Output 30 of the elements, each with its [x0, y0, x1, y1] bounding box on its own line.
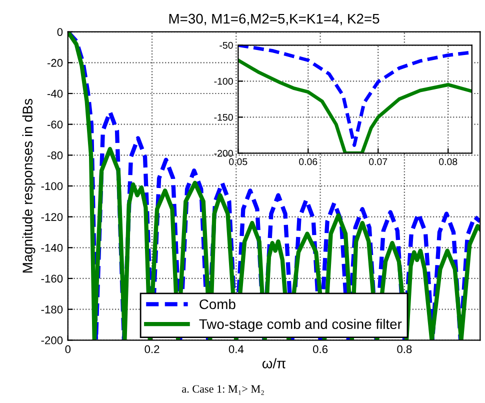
- x-tick-label: 0.8: [397, 345, 412, 354]
- y-tick-label: -200: [214, 150, 233, 157]
- y-tick-label: -120: [41, 213, 63, 221]
- y-tick-label: -200: [41, 336, 63, 344]
- y-tick-label: -60: [47, 120, 63, 128]
- y-tick-label: -20: [47, 58, 63, 67]
- y-tick-label: -180: [41, 306, 63, 314]
- x-tick-label: 0.07: [369, 158, 388, 166]
- legend-label: Two-stage comb and cosine filter: [199, 318, 402, 332]
- y-tick-label: -80: [47, 151, 63, 160]
- y-tick-label: -100: [214, 78, 233, 85]
- y-tick-label: -150: [214, 114, 233, 121]
- y-tick-label: 0: [57, 28, 63, 36]
- x-tick-label: 0.05: [229, 158, 248, 166]
- legend-label: Comb: [200, 298, 236, 310]
- y-tick-label: -140: [41, 244, 63, 252]
- chart-title: M=30, M1=6,M2=5,K=K1=4, K2=5: [169, 14, 380, 26]
- x-tick-label: 0: [65, 345, 71, 354]
- y-tick-label: -100: [41, 182, 63, 190]
- y-tick-label: -50: [220, 42, 233, 49]
- text: a. Case 1: M₁> M₂: [182, 385, 264, 395]
- x-tick-label: 0.08: [439, 158, 458, 166]
- x-tick-label: 0.06: [299, 158, 318, 166]
- x-tick-label: 0.2: [144, 345, 160, 354]
- y-tick-label: -160: [41, 274, 63, 283]
- x-axis-title: ω/π: [262, 358, 286, 368]
- y-tick-label: -40: [47, 90, 63, 98]
- x-tick-label: 0.6: [313, 345, 328, 354]
- x-tick-label: 0.4: [228, 345, 244, 354]
- y-axis-title: Magnitude responses in dBs: [22, 98, 36, 272]
